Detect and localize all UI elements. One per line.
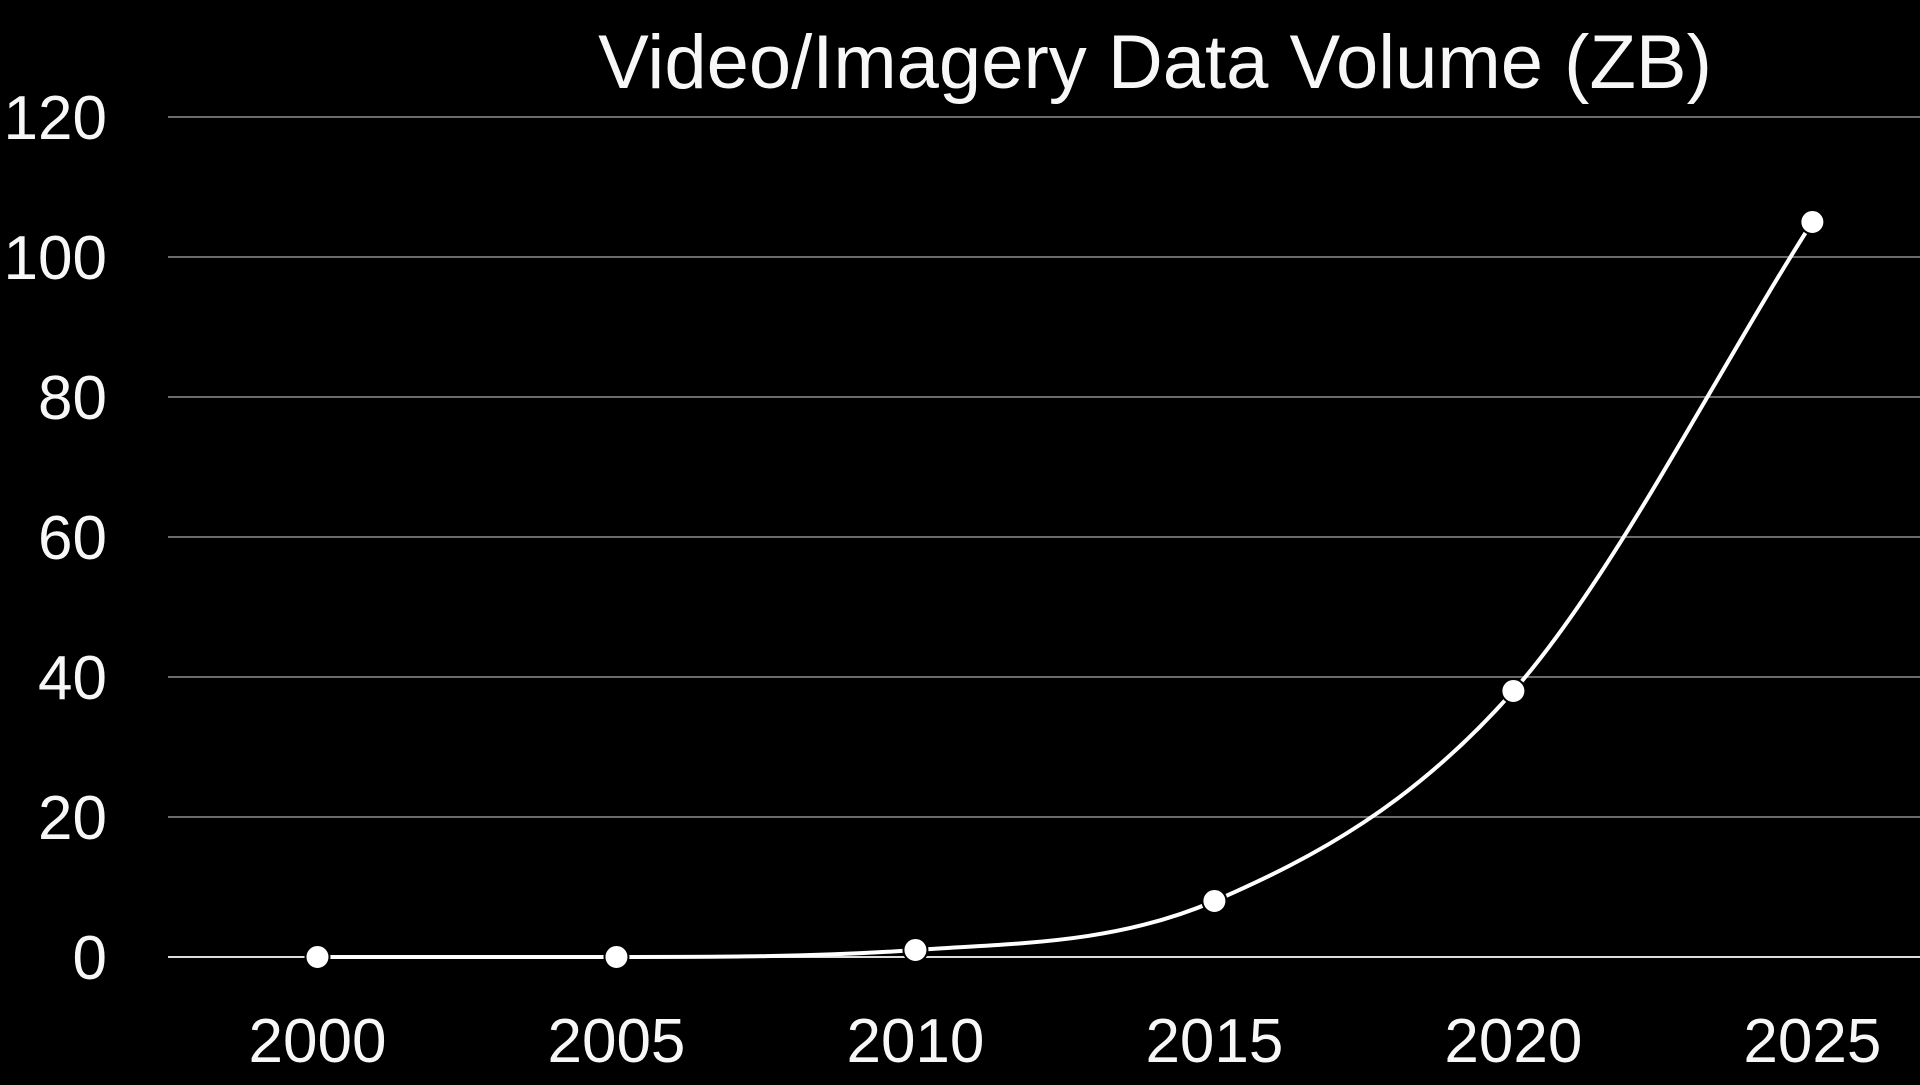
y-tick-label: 20 (38, 784, 107, 853)
x-tick-label: 2010 (846, 1007, 984, 1076)
y-tick-label: 80 (38, 364, 107, 433)
series-line (317, 220, 1815, 960)
y-tick-label: 60 (38, 504, 107, 573)
x-tick-label: 2005 (547, 1007, 685, 1076)
x-tick-label: 2000 (249, 1007, 387, 1076)
data-point-2010[interactable] (902, 937, 929, 963)
series-layer (317, 220, 1815, 960)
data-point-2005[interactable] (603, 944, 630, 970)
x-axis-ticks: 2000 2005 2010 2015 2020 2025 (249, 1007, 1882, 1076)
data-point-2000[interactable] (304, 944, 331, 970)
data-point-2020[interactable] (1500, 678, 1527, 704)
y-tick-label: 40 (38, 644, 107, 713)
y-tick-label: 0 (73, 924, 107, 993)
data-point-2015[interactable] (1201, 888, 1228, 914)
x-tick-label: 2015 (1145, 1007, 1283, 1076)
data-points (304, 209, 1826, 970)
y-tick-label: 100 (4, 224, 107, 293)
grid-lines (168, 116, 1920, 958)
y-tick-label: 120 (4, 84, 107, 153)
chart-title: Video/Imagery Data Volume (ZB) (598, 20, 1712, 105)
x-tick-label: 2025 (1743, 1007, 1881, 1076)
y-axis-ticks: 0 20 40 60 80 100 120 (4, 84, 107, 993)
x-tick-label: 2020 (1444, 1007, 1582, 1076)
data-point-2025[interactable] (1799, 209, 1826, 235)
